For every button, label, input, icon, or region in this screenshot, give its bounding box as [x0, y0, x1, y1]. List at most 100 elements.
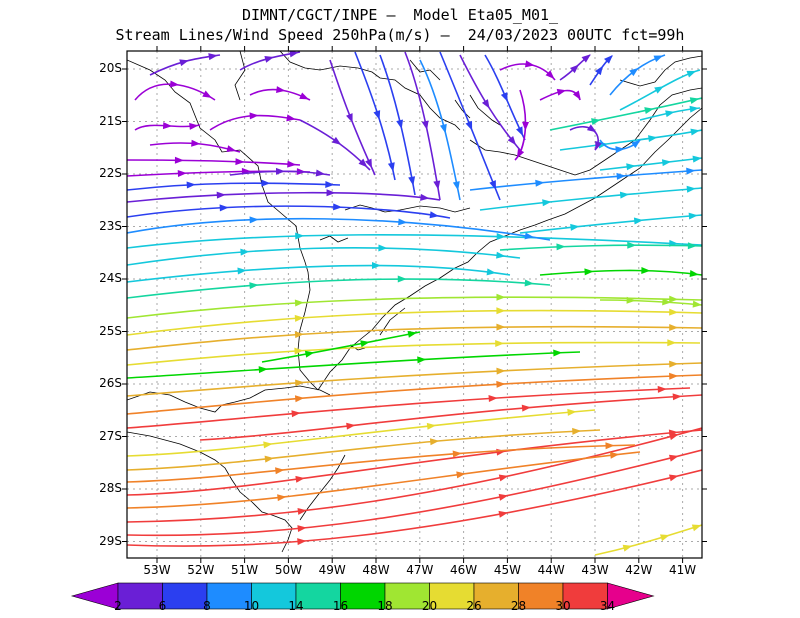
stream-arrow: [315, 169, 326, 177]
stream-arrow: [595, 65, 604, 76]
stream-arrow: [686, 167, 696, 175]
streamline: [329, 59, 376, 176]
colorbar-label: 28: [510, 599, 527, 613]
streamline: [127, 191, 441, 203]
stream-arrow: [522, 121, 530, 131]
stream-arrow: [595, 140, 602, 151]
streamline: [599, 299, 702, 306]
stream-arrow: [452, 450, 462, 458]
colorbar-max-arrow: [607, 582, 655, 610]
streamline: [127, 341, 701, 366]
stream-arrow: [331, 136, 342, 145]
streamline: [127, 409, 596, 457]
stream-arrow: [420, 193, 430, 201]
stream-arrow: [488, 395, 498, 403]
colorbar-label: 30: [555, 599, 571, 613]
streamline: [127, 429, 702, 496]
stream-arrow: [219, 204, 229, 212]
streamline: [379, 54, 416, 196]
stream-arrow: [496, 307, 506, 315]
stream-arrow: [584, 268, 594, 276]
lon-label: 45W: [493, 563, 521, 577]
stream-arrow: [297, 507, 307, 515]
stream-arrow: [524, 232, 534, 240]
stream-arrow: [496, 251, 506, 259]
stream-arrow: [202, 90, 212, 98]
stream-arrow: [433, 180, 441, 190]
streamline: [404, 51, 441, 201]
stream-arrow: [295, 475, 305, 483]
stream-arrow: [489, 180, 496, 190]
stream-arrow: [689, 105, 699, 113]
streamline: [127, 374, 702, 415]
stream-arrow: [417, 356, 427, 364]
stream-arrow: [295, 379, 305, 387]
stream-arrow: [516, 126, 524, 137]
stream-arrow: [169, 80, 180, 88]
lon-label: 49W: [318, 563, 346, 577]
stream-arrow: [631, 140, 641, 149]
stream-arrow: [667, 339, 677, 347]
colorbar-segment: [518, 582, 564, 610]
stream-arrow: [500, 92, 508, 102]
stream-arrow: [669, 454, 679, 462]
stream-arrow: [686, 185, 696, 193]
lat-label: 21S: [99, 113, 122, 128]
lon-label: 43W: [581, 563, 609, 577]
lon-label: 52W: [187, 563, 215, 577]
stream-arrow: [294, 314, 304, 322]
colorbar: [70, 582, 655, 610]
streamline: [127, 264, 511, 283]
streamline: [261, 331, 421, 363]
colorbar-segment: [162, 582, 208, 610]
stream-arrow: [662, 298, 672, 306]
stream-arrow: [495, 339, 505, 347]
stream-arrow: [605, 442, 615, 450]
stream-arrow: [622, 544, 633, 552]
stream-arrow: [294, 299, 305, 307]
streamline: [127, 429, 601, 471]
stream-arrow: [629, 67, 639, 77]
stream-arrow: [498, 493, 509, 501]
stream-arrow: [249, 282, 259, 290]
streamline: [127, 246, 521, 266]
stream-arrow: [687, 242, 697, 250]
streamline: [127, 296, 702, 319]
stream-arrow: [496, 323, 506, 331]
colorbar-label: 34: [599, 599, 616, 613]
stream-arrow: [186, 181, 196, 189]
stream-arrow: [542, 199, 552, 207]
stream-arrow: [407, 330, 418, 338]
stream-arrow: [569, 64, 579, 74]
stream-arrow: [496, 232, 506, 240]
streamline: [127, 325, 702, 351]
streamline: [127, 159, 301, 166]
lon-label: 50W: [274, 563, 302, 577]
lat-label: 28S: [99, 481, 122, 495]
streamline: [127, 449, 702, 537]
colorbar-label: 8: [203, 599, 211, 613]
lon-label: 41W: [669, 563, 697, 577]
lon-label: 42W: [625, 563, 653, 577]
stream-arrow: [179, 59, 189, 67]
stream-arrow: [669, 474, 679, 482]
streamline: [519, 214, 702, 234]
stream-arrow: [333, 203, 343, 211]
stream-arrow: [456, 471, 466, 479]
stream-arrow: [439, 123, 447, 134]
stream-arrow: [275, 467, 285, 475]
streamline: [127, 278, 551, 299]
streamline: [599, 157, 702, 171]
map-subtitle: Stream Lines/Wind Speed 250hPa(m/s) – 24…: [115, 26, 685, 44]
streamline: [127, 362, 702, 397]
stream-arrow: [545, 70, 555, 79]
stream-arrow: [481, 99, 490, 109]
stream-arrow: [387, 162, 395, 172]
stream-arrow: [326, 189, 336, 197]
stream-arrow: [174, 156, 184, 164]
stream-arrow: [358, 158, 368, 168]
stream-arrow: [299, 92, 309, 100]
stream-arrow: [275, 167, 286, 175]
stream-arrow: [496, 380, 506, 388]
